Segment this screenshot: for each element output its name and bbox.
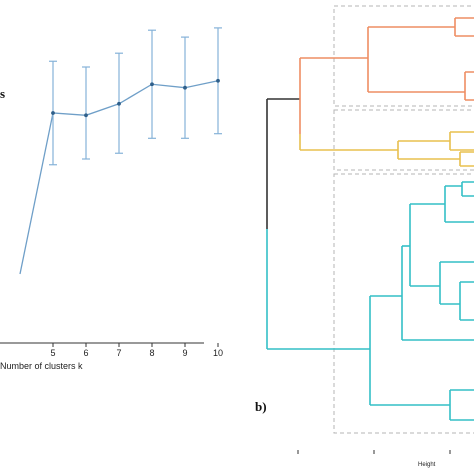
x-tick-label-7: 7 xyxy=(116,348,121,358)
panel-a-title-fragment: s xyxy=(0,86,5,101)
x-axis-title: Number of clusters k xyxy=(0,361,83,371)
height-axis-title: Height xyxy=(418,462,436,468)
cluster-box-2 xyxy=(333,109,474,171)
leaves-orange-lower xyxy=(465,71,474,101)
height-tick-2 xyxy=(373,450,375,454)
gap-statistic-panel: s 5 6 7 8 9 10 Number of clusters k xyxy=(0,27,223,371)
x-tick-label-6: 6 xyxy=(83,348,88,358)
dendrogram-cluster-orange xyxy=(299,17,474,134)
height-axis-ticks xyxy=(297,450,451,454)
branch-yellow-sub xyxy=(398,140,460,160)
data-point-k8 xyxy=(150,82,154,87)
x-tick-label-8: 8 xyxy=(149,348,154,358)
data-point-k6 xyxy=(84,113,88,118)
dendrogram-cluster-teal xyxy=(266,181,474,421)
cluster-box-3 xyxy=(333,173,474,434)
x-axis-ticks: 5 6 7 8 9 10 xyxy=(50,343,223,358)
cluster-box-1 xyxy=(333,5,474,107)
data-point-k10 xyxy=(216,78,220,83)
leaves-yellow xyxy=(450,131,474,167)
link-yellow-2 xyxy=(449,132,461,166)
branch-teal-3 xyxy=(410,203,445,287)
leaves-teal-top xyxy=(462,181,474,197)
leaves-teal-mid xyxy=(460,281,474,321)
gap-series xyxy=(19,27,222,275)
data-point-k7 xyxy=(117,101,121,106)
leaves-teal-bottom xyxy=(450,389,474,421)
panel-b-label: b) xyxy=(255,399,267,414)
dendrogram-root xyxy=(266,98,300,229)
leaves-orange-upper xyxy=(455,17,474,37)
height-tick-3 xyxy=(449,450,451,454)
dendrogram-cluster-yellow xyxy=(299,131,474,167)
data-point-k5 xyxy=(51,111,55,115)
x-tick-label-5: 5 xyxy=(50,348,55,358)
branch-teal-6 xyxy=(440,261,474,305)
height-tick-1 xyxy=(297,450,299,454)
x-tick-label-10: 10 xyxy=(213,348,223,358)
error-bar-k6 xyxy=(82,66,90,160)
branch-teal-4 xyxy=(445,185,474,223)
dendrogram-panel: b) Height xyxy=(255,5,474,468)
data-point-k9 xyxy=(183,85,187,90)
x-tick-label-9: 9 xyxy=(182,348,187,358)
